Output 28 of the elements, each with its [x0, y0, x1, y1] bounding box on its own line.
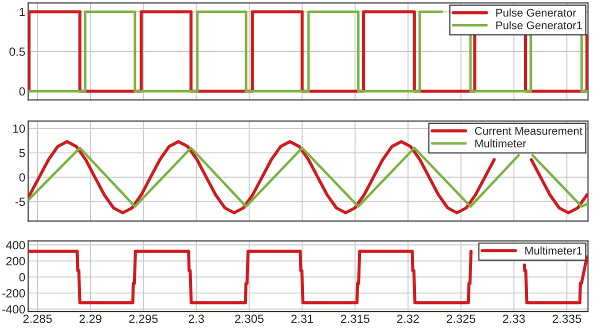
y-tick-label: 5 — [19, 148, 25, 158]
x-tick-label: 2.29 — [80, 314, 102, 323]
x-tick-label: 2.315 — [340, 314, 370, 323]
y-tick-label: 1 — [20, 8, 25, 16]
y-tick-label: -400 — [2, 305, 25, 314]
legend-label: Multimeter — [475, 139, 526, 148]
legend-label: Multimeter1 — [525, 246, 582, 255]
x-tick-label: 2.325 — [446, 314, 476, 323]
x-tick-label: 2.32 — [397, 314, 419, 323]
y-tick-label: 0 — [19, 173, 25, 182]
x-tick-label: 2.335 — [552, 314, 582, 323]
x-tick-label: 2.305 — [235, 314, 264, 323]
legend-label: Pulse Generator — [496, 8, 576, 17]
y-tick-label: 0 — [19, 87, 25, 96]
x-tick-label: 2.285 — [23, 314, 52, 323]
x-tick-label: 2.3 — [188, 314, 204, 323]
y-tick-label: 0.5 — [9, 48, 25, 56]
x-tick-label: 2.31 — [291, 314, 314, 323]
legend-label: Pulse Generator1 — [496, 21, 582, 30]
y-tick-label: 10 — [13, 124, 25, 133]
y-tick-label: -200 — [2, 289, 25, 298]
y-tick-label: 200 — [6, 256, 25, 266]
y-tick-label: 0 — [19, 273, 25, 282]
y-tick-label: -5 — [15, 198, 25, 206]
y-tick-label: 400 — [6, 240, 25, 250]
x-tick-label: 2.33 — [503, 314, 525, 323]
legend-label: Current Measurement — [474, 126, 582, 135]
x-tick-label: 2.295 — [129, 314, 158, 323]
